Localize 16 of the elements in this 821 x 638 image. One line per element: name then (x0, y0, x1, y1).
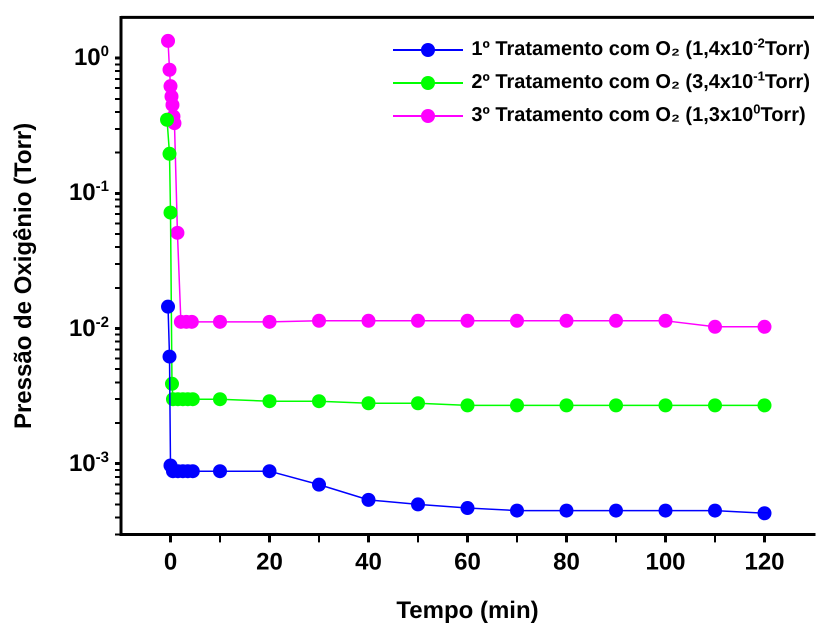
legend-label: 1º Tratamento com O₂ (1,4x10$^{-2}$Torr) (471, 36, 810, 62)
y-tick-label: 10$^{-3}$ (68, 448, 109, 478)
legend-label: 3º Tratamento com O₂ (1,3x10$^{0}$Torr) (471, 102, 806, 128)
y-tick-label: 10$^{-1}$ (68, 178, 109, 208)
x-tick-label: 60 (454, 548, 481, 576)
legend-label: 2º Tratamento com O₂ (3,4x10$^{-1}$Torr) (471, 68, 810, 94)
x-tick-label: 40 (355, 548, 382, 576)
x-tick-label: 100 (645, 548, 686, 576)
y-axis-title: Pressão de Oxigênio (Torr) (10, 122, 38, 430)
x-tick-label: 0 (164, 548, 178, 576)
x-tick-label: 120 (744, 548, 785, 576)
x-axis-title: Tempo (min) (396, 597, 539, 624)
x-tick-label: 80 (553, 548, 580, 576)
y-tick-label: 10$^{-2}$ (68, 314, 109, 342)
x-tick-label: 20 (256, 548, 283, 576)
y-tick-label: 10$^{0}$ (74, 43, 109, 72)
